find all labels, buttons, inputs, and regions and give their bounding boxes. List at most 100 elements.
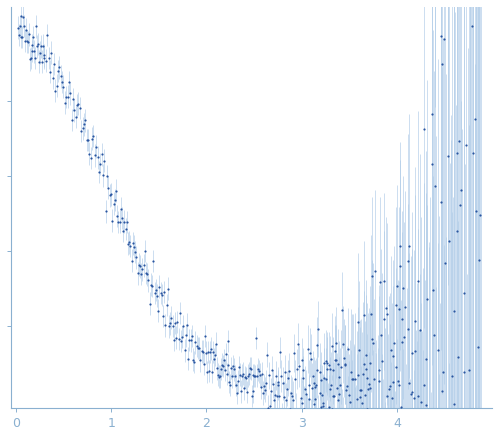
Point [377,331,385,338]
Point [395,381,403,388]
Point [36,49,44,56]
Point [222,351,230,358]
Point [389,353,397,360]
Point [319,403,327,410]
Point [50,60,58,67]
Point [354,371,362,378]
Point [160,288,168,295]
Point [408,350,416,357]
Point [180,323,188,329]
Point [297,357,305,364]
Point [455,138,463,145]
Point [399,284,407,291]
Point [228,364,236,371]
Point [203,368,211,375]
Point [370,376,378,383]
Point [154,307,162,314]
Point [305,382,313,388]
Point [308,410,316,417]
Point [321,406,329,413]
Point [230,366,238,373]
Point [265,372,273,379]
Point [309,373,317,380]
Point [95,169,103,176]
Point [358,399,366,406]
Point [318,391,326,398]
Point [137,271,145,277]
Point [143,271,151,278]
Point [432,409,440,416]
Point [331,357,339,364]
Point [396,243,404,250]
Point [327,382,335,388]
Point [241,374,249,381]
Point [407,391,415,398]
Point [401,304,409,311]
Point [330,393,338,400]
Point [126,242,134,249]
Point [216,373,224,380]
Point [164,285,172,292]
Point [53,82,61,89]
Point [385,385,393,392]
Point [474,343,482,350]
Point [348,420,356,427]
Point [136,263,144,270]
Point [25,31,33,38]
Point [338,424,346,431]
Point [205,368,213,375]
Point [269,397,277,404]
Point [299,367,307,374]
Point [384,423,392,430]
Point [14,31,22,38]
Point [321,357,329,364]
Point [287,390,295,397]
Point [84,136,92,143]
Point [356,393,364,400]
Point [256,371,264,378]
Point [32,23,40,30]
Point [88,135,96,142]
Point [78,125,86,132]
Point [335,374,343,381]
Point [106,192,114,199]
Point [232,382,240,388]
Point [35,58,43,65]
Point [340,355,348,362]
Point [405,243,413,250]
Point [172,334,180,341]
Point [375,366,383,373]
Point [453,150,461,157]
Point [207,345,215,352]
Point [266,402,274,409]
Point [22,26,30,33]
Point [323,365,331,372]
Point [430,331,438,338]
Point [210,355,218,362]
Point [274,382,282,388]
Point [85,150,93,157]
Point [176,309,184,316]
Point [422,402,430,409]
Point [392,302,400,309]
Point [428,111,436,118]
Point [57,73,65,80]
Point [284,375,292,382]
Point [458,187,466,194]
Point [242,375,250,382]
Point [138,266,146,273]
Point [171,320,179,327]
Point [362,351,370,358]
Point [69,96,77,103]
Point [314,326,322,333]
Point [334,397,342,404]
Point [261,386,269,393]
Point [163,302,171,309]
Point [181,347,189,354]
Point [296,416,304,423]
Point [18,33,26,40]
Point [345,392,353,399]
Point [83,136,91,143]
Point [43,31,51,38]
Point [326,386,334,393]
